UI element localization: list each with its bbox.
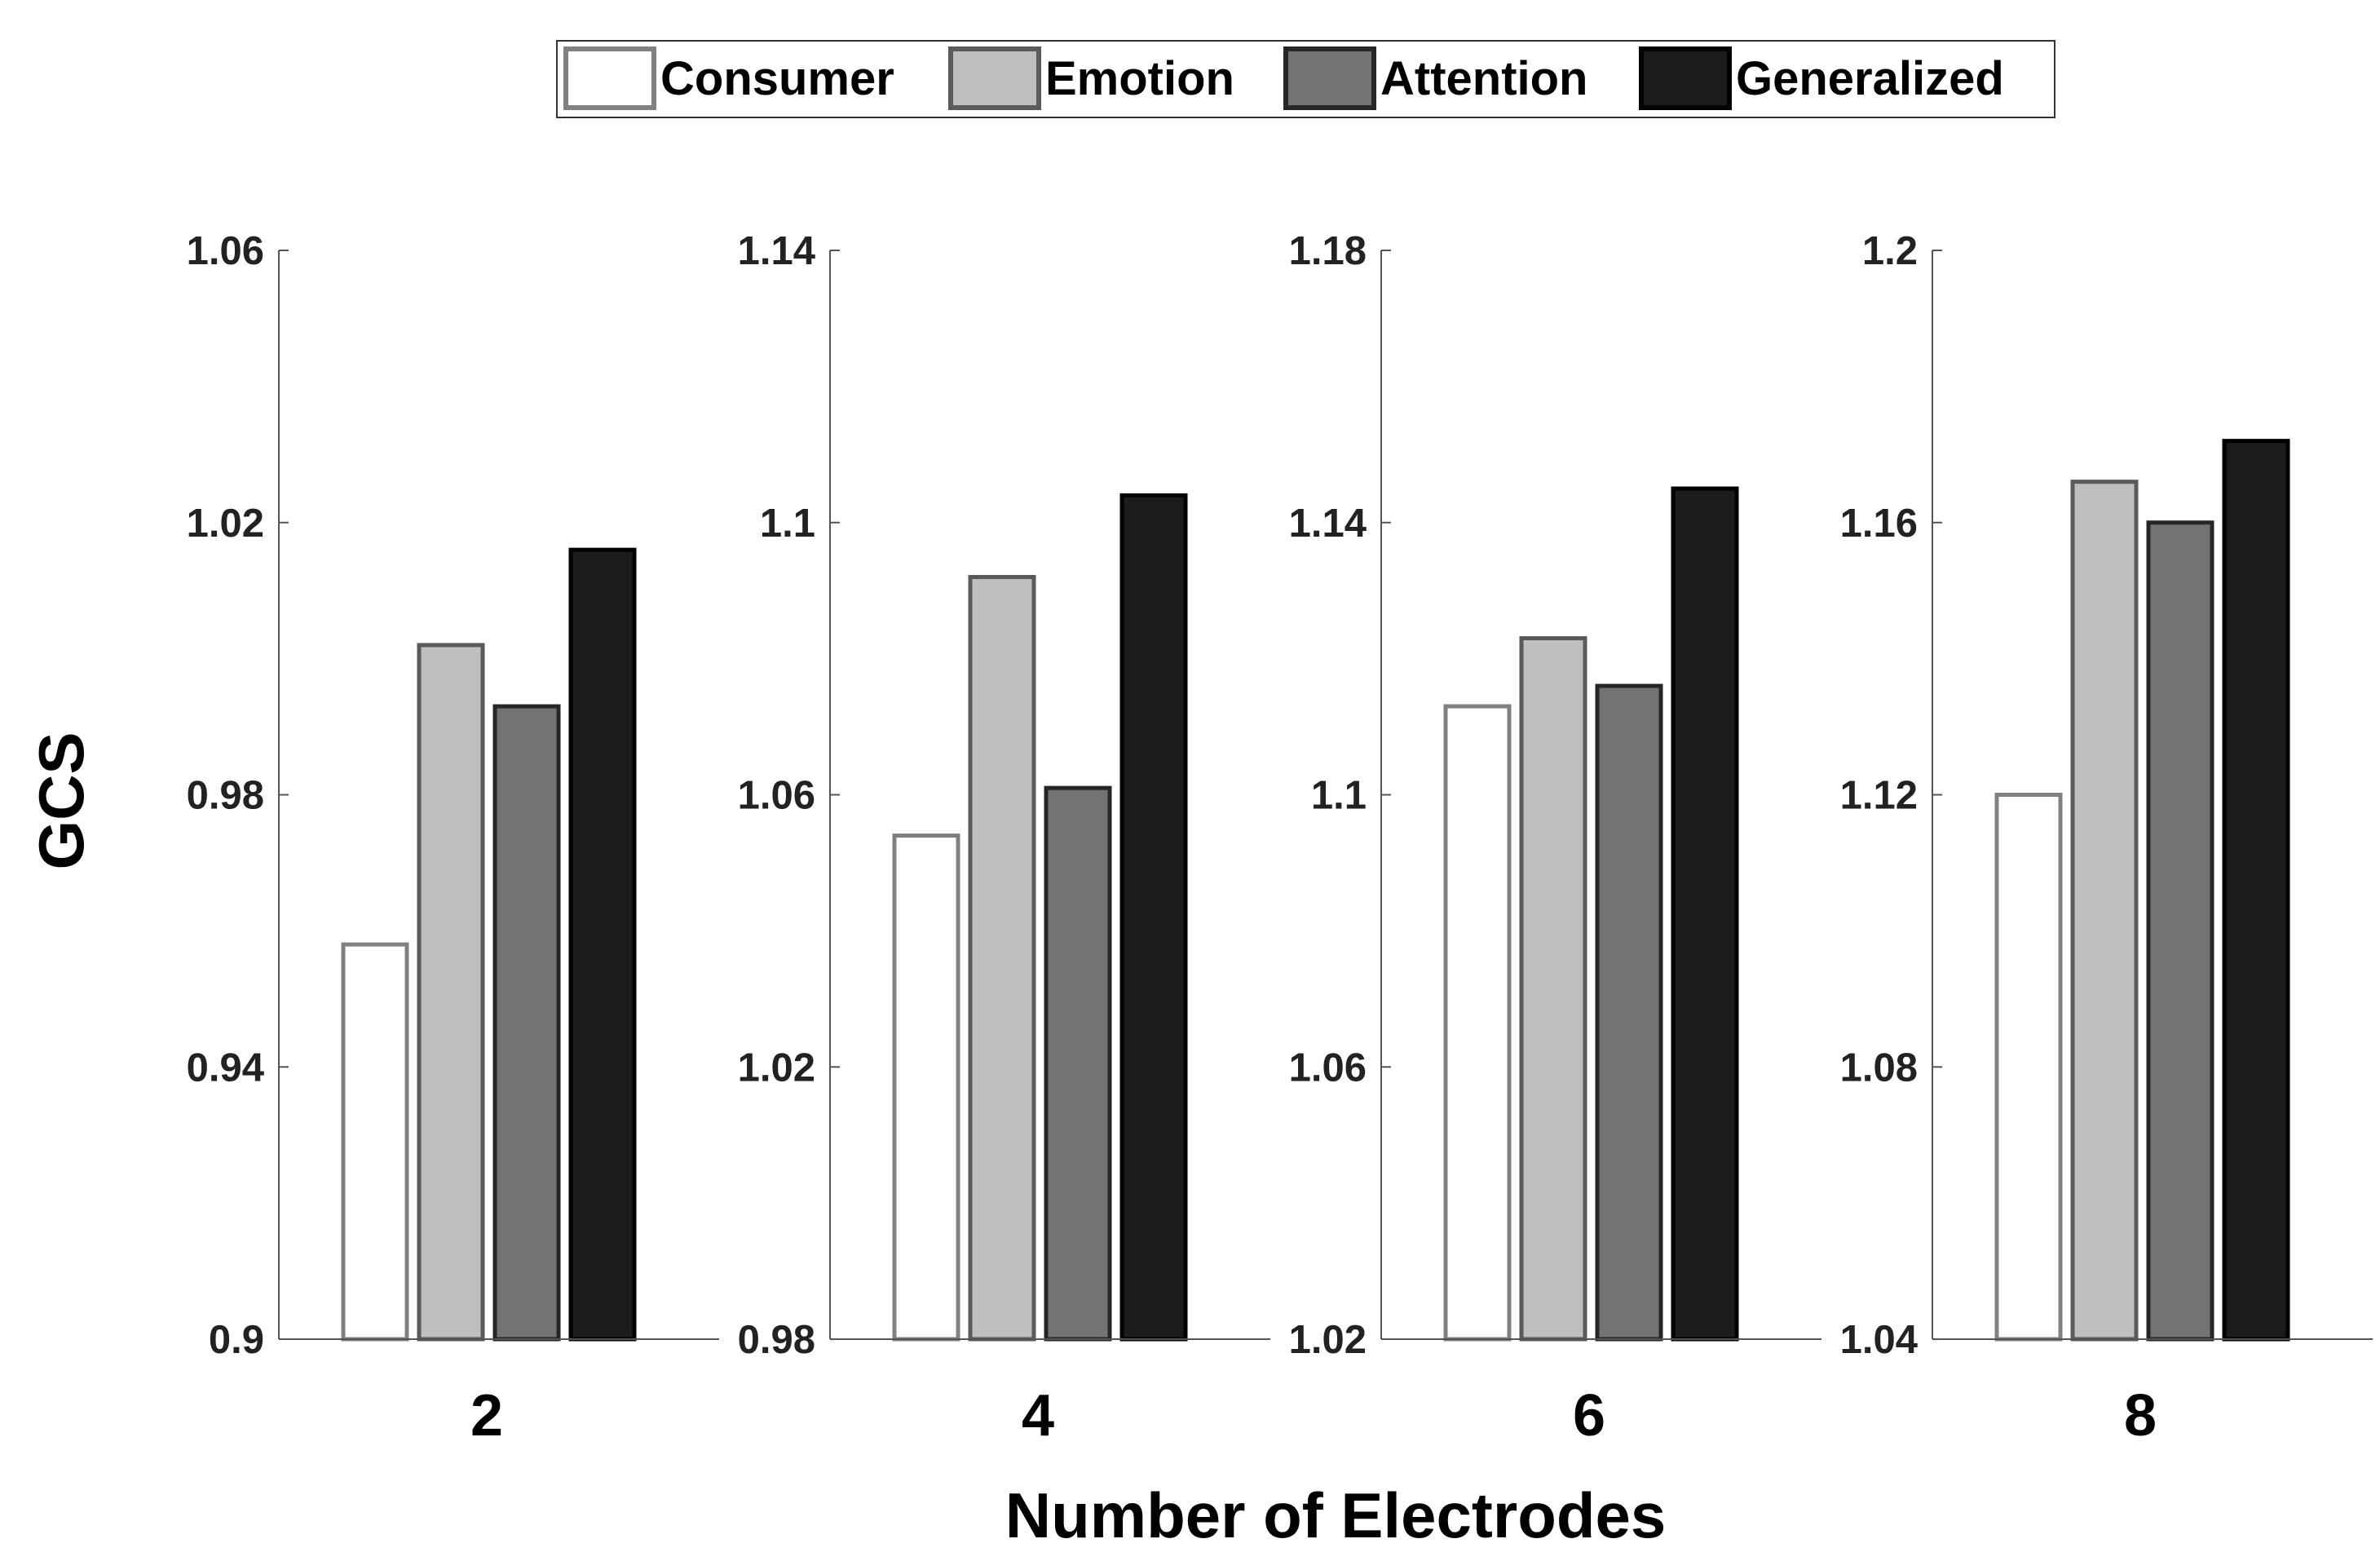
bar-4-consumer [892, 834, 960, 1342]
y-tick-label: 1.1 [760, 502, 815, 546]
y-tick-label: 1.02 [187, 502, 264, 546]
bar-2-generalized [568, 547, 637, 1342]
panel-8: 1.04 1.08 1.12 1.16 1.2 8 [1840, 229, 2373, 1448]
legend-label-emotion: Emotion [1045, 52, 1234, 105]
bar-6-attention [1595, 683, 1663, 1342]
legend-swatch-attention [1283, 46, 1376, 110]
y-axis-label: GCS [25, 732, 97, 869]
bar-2-emotion [417, 643, 485, 1342]
y-tick-label: 1.16 [1840, 502, 1918, 546]
bar-8-consumer [1994, 793, 2063, 1342]
bar-8-emotion [2070, 480, 2139, 1342]
legend-label-attention: Attention [1380, 52, 1588, 105]
panel-2: 0.9 0.94 0.98 1.02 1.06 2 [187, 229, 719, 1448]
panel-6: 1.02 1.06 1.1 1.14 1.18 6 [1289, 229, 1821, 1448]
bar-4-generalized [1119, 493, 1188, 1342]
legend-swatch-generalized [1639, 46, 1732, 110]
y-tick-label: 1.02 [738, 1046, 815, 1090]
y-tick-label: 1.04 [1840, 1318, 1918, 1362]
x-tick-label-6: 6 [1573, 1383, 1605, 1448]
y-tick-label: 1.06 [187, 229, 264, 273]
bar-2-consumer [341, 942, 409, 1342]
x-tick-label-2: 2 [470, 1383, 503, 1448]
x-tick-label-8: 8 [2124, 1383, 2157, 1448]
panel-4: 0.98 1.02 1.06 1.1 1.14 4 [738, 229, 1270, 1448]
legend-label-consumer: Consumer [660, 52, 894, 105]
bar-6-generalized [1671, 486, 1739, 1342]
y-tick-label: 1.06 [1289, 1046, 1367, 1090]
legend: Consumer Emotion Attention Generalized [556, 40, 2055, 118]
bar-6-emotion [1519, 636, 1587, 1342]
legend-swatch-consumer [563, 46, 656, 110]
y-tick-label: 1.14 [738, 229, 815, 273]
y-tick-label: 1.18 [1289, 229, 1367, 273]
bar-8-attention [2146, 520, 2214, 1342]
x-tick-label-4: 4 [1022, 1383, 1054, 1448]
y-tick-label: 1.02 [1289, 1318, 1367, 1362]
bar-6-consumer [1443, 704, 1512, 1342]
y-tick-label: 1.2 [1862, 229, 1918, 273]
y-tick-label: 0.98 [187, 774, 264, 818]
x-axis-label: Number of Electrodes [1005, 1479, 1667, 1551]
y-tick-label: 0.98 [738, 1318, 815, 1362]
bar-4-attention [1044, 785, 1112, 1342]
bar-2-attention [492, 704, 561, 1342]
y-tick-label: 0.9 [209, 1318, 264, 1362]
y-tick-label: 1.08 [1840, 1046, 1918, 1090]
y-tick-label: 1.1 [1311, 774, 1367, 818]
bar-8-generalized [2222, 439, 2290, 1342]
y-tick-label: 1.06 [738, 774, 815, 818]
y-tick-label: 1.14 [1289, 502, 1367, 546]
legend-swatch-emotion [948, 46, 1041, 110]
y-tick-label: 0.94 [187, 1046, 264, 1090]
bar-4-emotion [968, 575, 1036, 1342]
chart-panels: 0.9 0.94 0.98 1.02 1.06 2 0.98 1.02 1.06 1.1 1.14 4… [187, 229, 2373, 1448]
y-tick-label: 1.12 [1840, 774, 1918, 818]
legend-label-generalized: Generalized [1736, 52, 2004, 105]
